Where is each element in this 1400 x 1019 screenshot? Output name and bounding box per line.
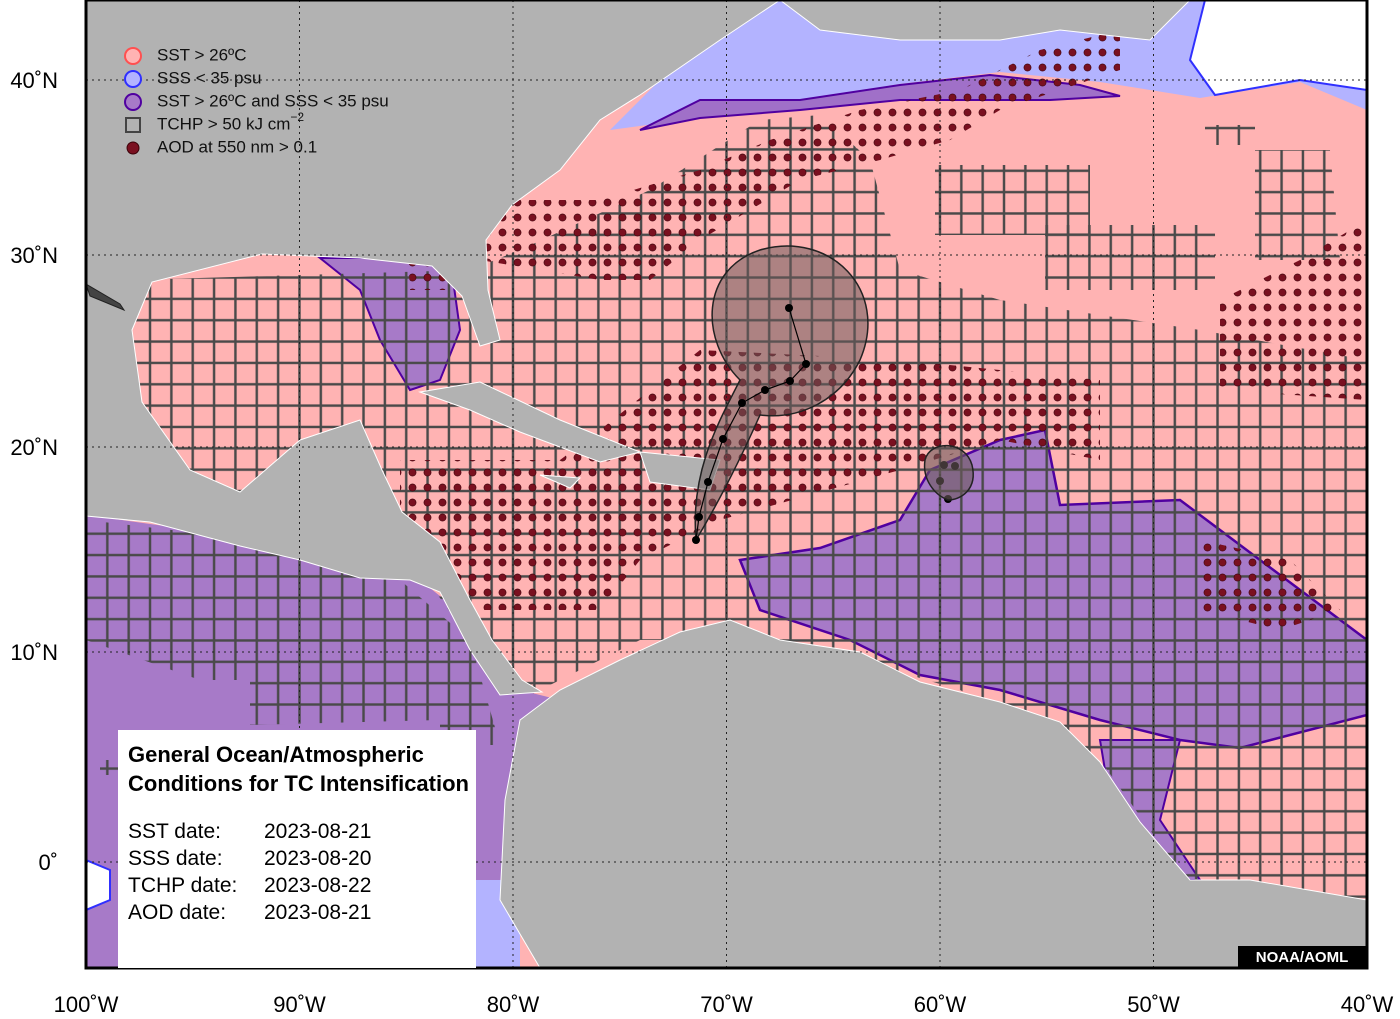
cold-water [1188, 0, 1367, 97]
forecast-cone [694, 245, 869, 543]
info-box [118, 730, 476, 968]
x-tick-label: 40˚W [1341, 992, 1394, 1017]
x-tick-label: 70˚W [700, 992, 753, 1017]
credit-box [1238, 946, 1367, 968]
legend-item: SST > 26ºC [124, 45, 247, 65]
y-tick-label: 0˚ [38, 850, 58, 875]
legend-superscript: −2 [290, 110, 304, 124]
info-title: Conditions for TC Intensification [128, 771, 469, 796]
legend-item: SST > 26ºC and SSS < 35 psu [124, 91, 389, 111]
date-label: TCHP date: [128, 874, 237, 897]
x-tick-label: 50˚W [1127, 992, 1180, 1017]
date-value: 2023-08-22 [264, 874, 371, 897]
legend-item: AOD at 550 nm > 0.1 [126, 137, 317, 156]
legend-item: SSS < 35 psu [124, 68, 261, 88]
legend-label: TCHP > 50 kJ cm−2 [157, 110, 304, 133]
aod-dots [400, 30, 1367, 630]
date-value: 2023-08-20 [264, 847, 371, 870]
date-label: SST date: [128, 820, 221, 843]
x-tick-label: 60˚W [914, 992, 967, 1017]
legend-item: TCHP > 50 kJ cm−2 [125, 110, 304, 133]
date-label: AOD date: [128, 901, 226, 924]
legend-label: AOD at 550 nm > 0.1 [157, 137, 317, 156]
map-frame [84, 0, 1369, 970]
legend-symbol [124, 70, 142, 88]
legend-symbol [126, 141, 140, 155]
info-title: General Ocean/Atmospheric [128, 742, 424, 767]
date-label: SSS date: [128, 847, 223, 870]
legend-label: SST > 26ºC [157, 45, 247, 64]
legend-label: SST > 26ºC and SSS < 35 psu [157, 91, 389, 110]
credit: NOAA/AOML [1256, 949, 1349, 966]
y-tick-label: 30˚N [10, 243, 58, 268]
date-value: 2023-08-21 [264, 820, 371, 843]
y-tick-label: 10˚N [10, 640, 58, 665]
legend-symbol [125, 117, 141, 133]
info-dates: SST date: 2023-08-21 SSS date: 2023-08-20 TC… [128, 820, 371, 924]
legend-symbol [124, 93, 142, 111]
forecast-cone [86, 283, 126, 312]
x-tick-label: 100˚W [54, 992, 119, 1017]
y-tick-label: 20˚N [10, 435, 58, 460]
land [86, 0, 1367, 968]
date-value: 2023-08-21 [264, 901, 371, 924]
legend-symbol [124, 47, 142, 65]
map-layers [86, 0, 1367, 968]
pacific-cold [86, 858, 111, 912]
y-tick-label: 40˚N [10, 68, 58, 93]
forecast-cone [923, 444, 974, 501]
axis-labels: 100˚W 90˚W 80˚W 70˚W 60˚W 50˚W 40˚W 40˚N 30˚N 20˚… [10, 68, 1393, 1017]
legend: SST > 26ºC SSS < 35 psu SST > 26ºC and SSS… [124, 45, 389, 156]
x-tick-label: 80˚W [487, 992, 540, 1017]
sss-area [610, 0, 1367, 130]
legend-label: SSS < 35 psu [157, 68, 261, 87]
x-tick-label: 90˚W [273, 992, 326, 1017]
